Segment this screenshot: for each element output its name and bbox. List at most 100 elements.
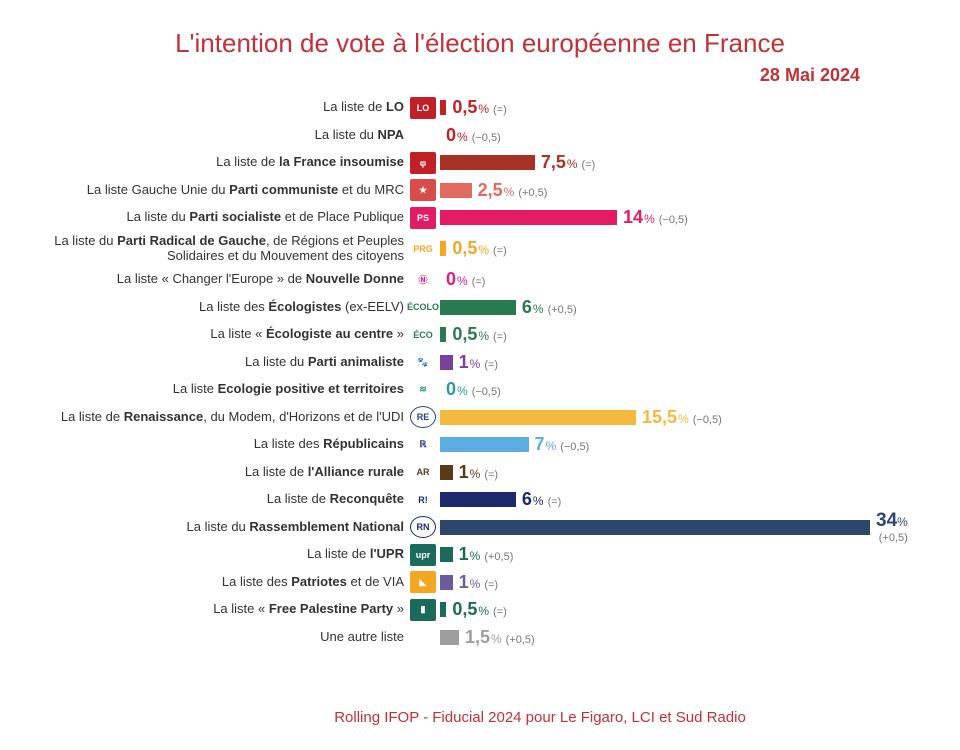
bar-value: 0,5 %(=): [452, 238, 506, 259]
bar-area: 6 %(=): [440, 489, 920, 510]
row-label: La liste Ecologie positive et territoire…: [40, 382, 410, 397]
bar: [440, 327, 446, 342]
bar-value: 0 %(=): [446, 269, 485, 290]
chart-row: La liste des Patriotes et de VIA◣ 1 %(=): [40, 569, 920, 596]
party-icon: RN: [410, 516, 436, 538]
bar-area: 7,5 %(=): [440, 152, 920, 173]
bar: [440, 602, 446, 617]
row-label: La liste des Patriotes et de VIA: [40, 575, 410, 590]
bar-value: 14 %(−0,5): [623, 207, 688, 228]
row-label: La liste « Free Palestine Party »: [40, 602, 410, 617]
party-icon: upr: [410, 544, 436, 566]
chart-row: La liste « Free Palestine Party »▮ 0,5 %(…: [40, 596, 920, 623]
bar-area: 1 %(=): [440, 352, 920, 373]
bar-area: 0 %(−0,5): [440, 379, 920, 400]
bar-area: 6 %(+0,5): [440, 297, 920, 318]
party-icon: ≋: [410, 379, 436, 401]
bar-area: 2,5 %(+0,5): [440, 180, 920, 201]
row-label: La liste du Rassemblement National: [40, 520, 410, 535]
chart-row: La liste des Républicainsℝ 7 %(−0,5): [40, 431, 920, 458]
chart-row: La liste des Écologistes (ex-EELV)ÉCOLO 6…: [40, 294, 920, 321]
chart-row: La liste du Parti animaliste🐾1 %(=): [40, 349, 920, 376]
row-label: La liste « Écologiste au centre »: [40, 327, 410, 342]
bar: [440, 355, 453, 370]
bar-area: 1 %(+0,5): [440, 544, 920, 565]
bar-area: 1,5 %(+0,5): [440, 627, 920, 648]
chart-row: La liste du Rassemblement NationalRN34 %…: [40, 514, 920, 541]
chart-row: La liste de l'UPRupr1 %(+0,5): [40, 541, 920, 568]
chart-row: La liste de LOLO 0,5 %(=): [40, 94, 920, 121]
chart-row: La liste de l'Alliance ruraleAR1 %(=): [40, 459, 920, 486]
chart-row: La liste du Parti socialiste et de Place…: [40, 204, 920, 231]
bar-value: 7,5 %(=): [541, 152, 595, 173]
bar: [440, 100, 446, 115]
bar-area: 7 %(−0,5): [440, 434, 920, 455]
bar-value: 1 %(=): [459, 462, 498, 483]
bar-value: 6 %(+0,5): [522, 297, 577, 318]
bar-value: 1 %(=): [459, 352, 498, 373]
party-icon: ★: [410, 179, 436, 201]
bar-value: 2,5 %(+0,5): [478, 180, 548, 201]
bar-area: 0,5 %(=): [440, 97, 920, 118]
chart-row: La liste Gauche Unie du Parti communiste…: [40, 177, 920, 204]
bar-area: 0 %(=): [440, 269, 920, 290]
bar-value: 7 %(−0,5): [535, 434, 590, 455]
party-icon: [410, 124, 436, 146]
bar-value: 6 %(=): [522, 489, 561, 510]
party-icon: ÉCO: [410, 324, 436, 346]
bar-value: 0 %(−0,5): [446, 379, 501, 400]
chart-row: Une autre liste1,5 %(+0,5): [40, 624, 920, 651]
bar-value: 0,5 %(=): [452, 97, 506, 118]
bar-value: 1 %(=): [459, 572, 498, 593]
row-label: La liste du Parti Radical de Gauche, de …: [40, 234, 410, 264]
bar: [440, 547, 453, 562]
party-icon: φ: [410, 152, 436, 174]
row-label: La liste Gauche Unie du Parti communiste…: [40, 183, 410, 198]
chart-date: 28 Mai 2024: [40, 65, 860, 86]
chart-footer: Rolling IFOP - Fiducial 2024 pour Le Fig…: [0, 709, 960, 726]
bar: [440, 300, 516, 315]
chart-row: La liste « Écologiste au centre »ÉCO 0,5 …: [40, 321, 920, 348]
bar: [440, 210, 617, 225]
bar: [440, 183, 472, 198]
row-label: La liste des Républicains: [40, 437, 410, 452]
row-label: La liste de LO: [40, 100, 410, 115]
chart-row: La liste de Renaissance, du Modem, d'Hor…: [40, 404, 920, 431]
bar: [440, 241, 446, 256]
chart-row: La liste « Changer l'Europe » de Nouvell…: [40, 266, 920, 293]
bar-value: 0 %(−0,5): [446, 125, 501, 146]
chart-row: La liste de ReconquêteR!6 %(=): [40, 486, 920, 513]
party-icon: ℝ: [410, 434, 436, 456]
bar-area: 15,5 %(−0,5): [440, 407, 920, 428]
bar: [440, 437, 529, 452]
bar-area: 34 %(+0,5): [440, 510, 920, 544]
party-icon: [410, 626, 436, 648]
party-icon: PRG: [410, 238, 436, 260]
party-icon: ÉCOLO: [410, 296, 436, 318]
bar: [440, 520, 870, 535]
party-icon: 🐾: [410, 351, 436, 373]
party-icon: RE: [410, 406, 436, 428]
bar: [440, 630, 459, 645]
bar-value: 0,5 %(=): [452, 599, 506, 620]
bar-area: 0 %(−0,5): [440, 125, 920, 146]
party-icon: R!: [410, 489, 436, 511]
party-icon: ▮: [410, 599, 436, 621]
party-icon: Ⓝ: [410, 269, 436, 291]
chart-row: La liste de la France insoumiseφ7,5 %(=): [40, 149, 920, 176]
party-icon: ◣: [410, 571, 436, 593]
bar-area: 0,5 %(=): [440, 324, 920, 345]
row-label: La liste des Écologistes (ex-EELV): [40, 300, 410, 315]
chart-row: La liste du NPA0 %(−0,5): [40, 122, 920, 149]
party-icon: LO: [410, 97, 436, 119]
row-label: La liste de l'UPR: [40, 547, 410, 562]
bar-value: 1,5 %(+0,5): [465, 627, 535, 648]
row-label: La liste de l'Alliance rurale: [40, 465, 410, 480]
bar-area: 1 %(=): [440, 462, 920, 483]
bar-value: 0,5 %(=): [452, 324, 506, 345]
row-label: La liste de Renaissance, du Modem, d'Hor…: [40, 410, 410, 425]
bar: [440, 575, 453, 590]
chart-title: L'intention de vote à l'élection europée…: [40, 28, 920, 59]
row-label: La liste du Parti socialiste et de Place…: [40, 210, 410, 225]
chart-row: La liste du Parti Radical de Gauche, de …: [40, 232, 920, 266]
